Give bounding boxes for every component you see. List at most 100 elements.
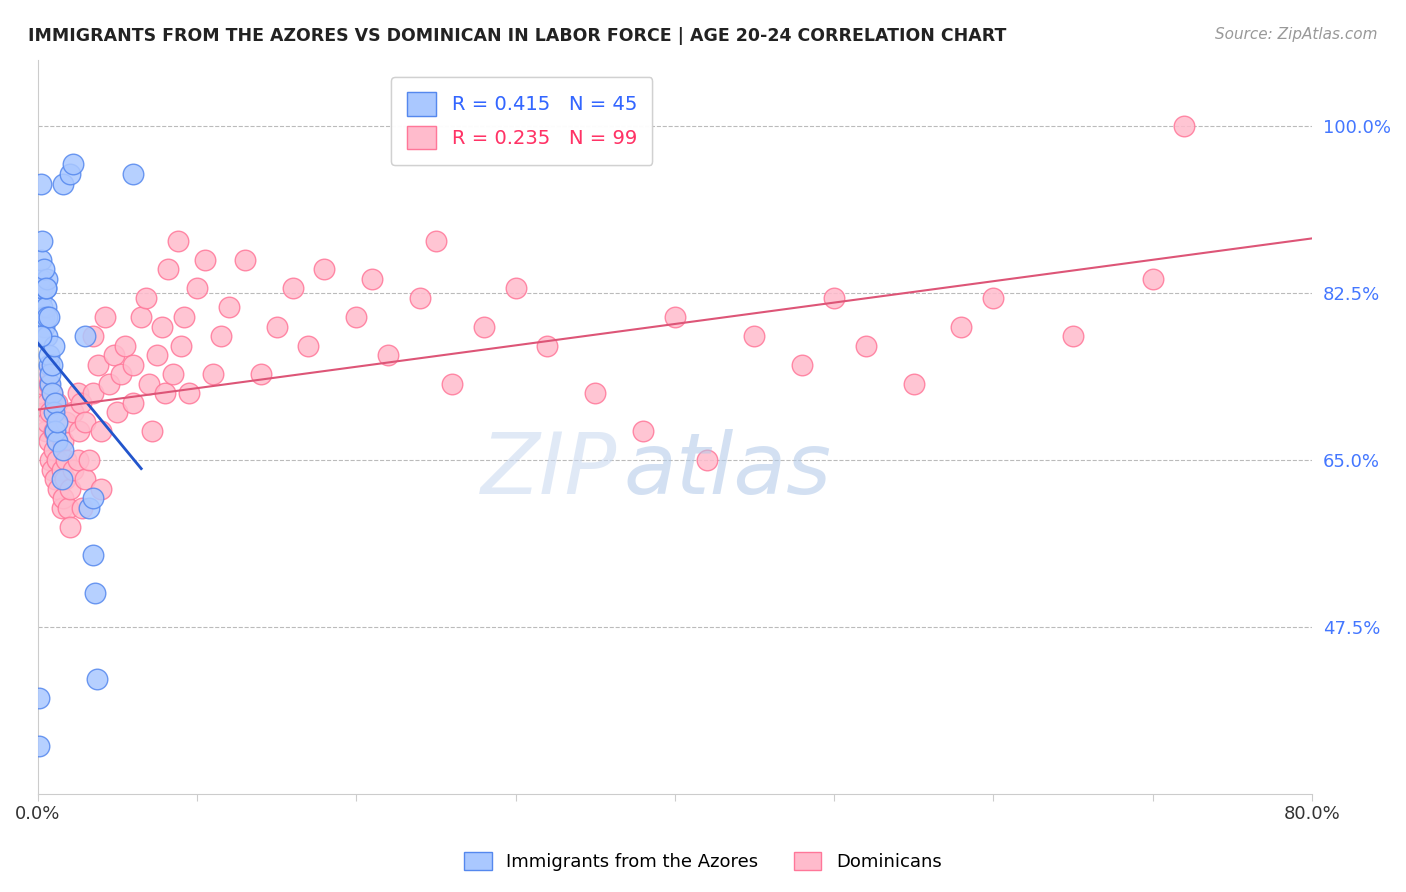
Dominicans [249, 368, 271, 382]
Immigrants from the Azores [45, 434, 67, 448]
Immigrants from the Azores [51, 472, 73, 486]
Dominicans [141, 425, 163, 439]
Immigrants from the Azores [34, 281, 56, 295]
Legend: R = 0.415   N = 45, R = 0.235   N = 99: R = 0.415 N = 45, R = 0.235 N = 99 [391, 77, 652, 165]
Dominicans [297, 338, 319, 352]
Dominicans [77, 453, 100, 467]
Dominicans [1142, 272, 1164, 286]
Dominicans [981, 291, 1004, 305]
Dominicans [409, 291, 432, 305]
Immigrants from the Azores [31, 310, 53, 324]
Dominicans [162, 368, 184, 382]
Dominicans [135, 291, 157, 305]
Immigrants from the Azores [82, 491, 104, 505]
Dominicans [98, 376, 121, 391]
Immigrants from the Azores [52, 177, 75, 191]
Dominicans [281, 281, 304, 295]
Dominicans [855, 338, 877, 352]
Dominicans [209, 329, 232, 343]
Dominicans [56, 500, 79, 515]
Immigrants from the Azores [30, 329, 52, 343]
Dominicans [90, 482, 112, 496]
Immigrants from the Azores [44, 425, 66, 439]
Dominicans [52, 491, 75, 505]
Dominicans [823, 291, 845, 305]
Dominicans [34, 405, 56, 419]
Dominicans [62, 405, 84, 419]
Dominicans [1173, 120, 1195, 134]
Immigrants from the Azores [41, 358, 63, 372]
Dominicans [194, 252, 217, 267]
Immigrants from the Azores [42, 405, 65, 419]
Immigrants from the Azores [58, 167, 80, 181]
Text: Source: ZipAtlas.com: Source: ZipAtlas.com [1215, 27, 1378, 42]
Dominicans [82, 386, 104, 401]
Dominicans [201, 368, 224, 382]
Dominicans [44, 472, 66, 486]
Dominicans [1062, 329, 1084, 343]
Dominicans [233, 252, 256, 267]
Dominicans [122, 358, 145, 372]
Immigrants from the Azores [31, 281, 53, 295]
Dominicans [792, 358, 814, 372]
Dominicans [93, 310, 115, 324]
Dominicans [38, 434, 60, 448]
Immigrants from the Azores [122, 167, 145, 181]
Immigrants from the Azores [39, 368, 62, 382]
Dominicans [150, 319, 173, 334]
Dominicans [38, 376, 60, 391]
Immigrants from the Azores [31, 234, 53, 248]
Dominicans [31, 376, 53, 391]
Immigrants from the Azores [30, 177, 52, 191]
Dominicans [52, 434, 75, 448]
Immigrants from the Azores [38, 348, 60, 362]
Legend: Immigrants from the Azores, Dominicans: Immigrants from the Azores, Dominicans [457, 845, 949, 879]
Dominicans [45, 396, 67, 410]
Immigrants from the Azores [77, 500, 100, 515]
Immigrants from the Azores [30, 252, 52, 267]
Dominicans [664, 310, 686, 324]
Immigrants from the Azores [38, 358, 60, 372]
Dominicans [37, 415, 59, 429]
Dominicans [45, 453, 67, 467]
Dominicans [51, 500, 73, 515]
Immigrants from the Azores [32, 310, 55, 324]
Dominicans [105, 405, 128, 419]
Immigrants from the Azores [32, 319, 55, 334]
Dominicans [55, 415, 77, 429]
Dominicans [87, 358, 110, 372]
Immigrants from the Azores [86, 673, 108, 687]
Dominicans [344, 310, 367, 324]
Dominicans [173, 310, 195, 324]
Dominicans [177, 386, 200, 401]
Dominicans [129, 310, 152, 324]
Dominicans [186, 281, 208, 295]
Dominicans [103, 348, 125, 362]
Dominicans [75, 472, 97, 486]
Dominicans [66, 453, 89, 467]
Immigrants from the Azores [62, 157, 84, 171]
Dominicans [58, 482, 80, 496]
Text: ZIP: ZIP [481, 429, 617, 512]
Immigrants from the Azores [82, 549, 104, 563]
Immigrants from the Azores [28, 739, 51, 753]
Immigrants from the Azores [37, 310, 59, 324]
Immigrants from the Azores [38, 310, 60, 324]
Immigrants from the Azores [42, 338, 65, 352]
Dominicans [157, 262, 180, 277]
Text: atlas: atlas [624, 429, 832, 512]
Immigrants from the Azores [30, 272, 52, 286]
Dominicans [377, 348, 399, 362]
Dominicans [41, 462, 63, 476]
Dominicans [62, 462, 84, 476]
Dominicans [41, 386, 63, 401]
Dominicans [166, 234, 188, 248]
Dominicans [472, 319, 495, 334]
Dominicans [37, 396, 59, 410]
Dominicans [82, 329, 104, 343]
Dominicans [51, 462, 73, 476]
Dominicans [153, 386, 176, 401]
Dominicans [425, 234, 447, 248]
Dominicans [90, 425, 112, 439]
Dominicans [361, 272, 384, 286]
